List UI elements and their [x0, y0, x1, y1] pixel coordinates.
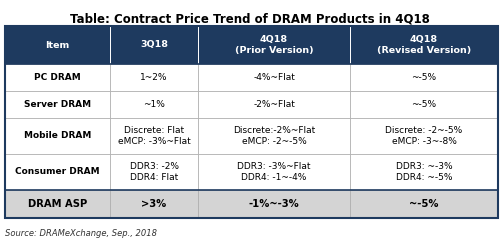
Bar [350, 118, 498, 154]
Bar [198, 64, 350, 91]
Bar [5, 118, 110, 154]
Text: ~1%: ~1% [143, 100, 165, 109]
Bar [198, 118, 350, 154]
Text: -2%~Flat: -2%~Flat [253, 100, 295, 109]
Bar [198, 26, 350, 64]
Text: DDR3: ~-3%
DDR4: ~-5%: DDR3: ~-3% DDR4: ~-5% [396, 162, 452, 182]
Text: >3%: >3% [142, 199, 167, 209]
Text: 4Q18
(Prior Version): 4Q18 (Prior Version) [234, 35, 314, 55]
Bar [350, 154, 498, 190]
Bar [198, 91, 350, 118]
Text: Discrete: -2~-5%
eMCP: -3~-8%: Discrete: -2~-5% eMCP: -3~-8% [386, 126, 462, 146]
Text: Server DRAM: Server DRAM [24, 100, 91, 109]
Text: 1~2%: 1~2% [140, 73, 168, 82]
Bar [110, 26, 198, 64]
Text: Item: Item [46, 40, 70, 50]
Text: Mobile DRAM: Mobile DRAM [24, 131, 91, 141]
Text: Discrete:-2%~Flat
eMCP: -2~-5%: Discrete:-2%~Flat eMCP: -2~-5% [233, 126, 315, 146]
Bar [110, 154, 198, 190]
Bar [110, 91, 198, 118]
Bar [350, 91, 498, 118]
Bar [5, 154, 110, 190]
Bar [198, 154, 350, 190]
Text: 3Q18: 3Q18 [140, 40, 168, 50]
Bar [350, 190, 498, 218]
Text: Source: DRAMeXchange, Sep., 2018: Source: DRAMeXchange, Sep., 2018 [5, 229, 157, 238]
Text: DDR3: -2%
DDR4: Flat: DDR3: -2% DDR4: Flat [130, 162, 178, 182]
Bar [5, 26, 110, 64]
Bar [5, 26, 498, 218]
Bar [198, 190, 350, 218]
Bar [110, 190, 198, 218]
Text: ~-5%: ~-5% [409, 199, 439, 209]
Bar [5, 190, 110, 218]
Text: -4%~Flat: -4%~Flat [253, 73, 295, 82]
Text: DRAM ASP: DRAM ASP [28, 199, 87, 209]
Bar [350, 26, 498, 64]
Text: PC DRAM: PC DRAM [34, 73, 81, 82]
Text: -1%~-3%: -1%~-3% [248, 199, 300, 209]
Text: ~-5%: ~-5% [412, 100, 436, 109]
Bar [5, 91, 110, 118]
Text: Table: Contract Price Trend of DRAM Products in 4Q18: Table: Contract Price Trend of DRAM Prod… [70, 12, 430, 25]
Bar [110, 64, 198, 91]
Bar [110, 118, 198, 154]
Text: 4Q18
(Revised Version): 4Q18 (Revised Version) [377, 35, 471, 55]
Text: ~-5%: ~-5% [412, 73, 436, 82]
Text: DDR3: -3%~Flat
DDR4: -1~-4%: DDR3: -3%~Flat DDR4: -1~-4% [238, 162, 311, 182]
Bar [5, 64, 110, 91]
Text: Consumer DRAM: Consumer DRAM [15, 167, 100, 176]
Bar [350, 64, 498, 91]
Text: Discrete: Flat
eMCP: -3%~Flat: Discrete: Flat eMCP: -3%~Flat [118, 126, 190, 146]
